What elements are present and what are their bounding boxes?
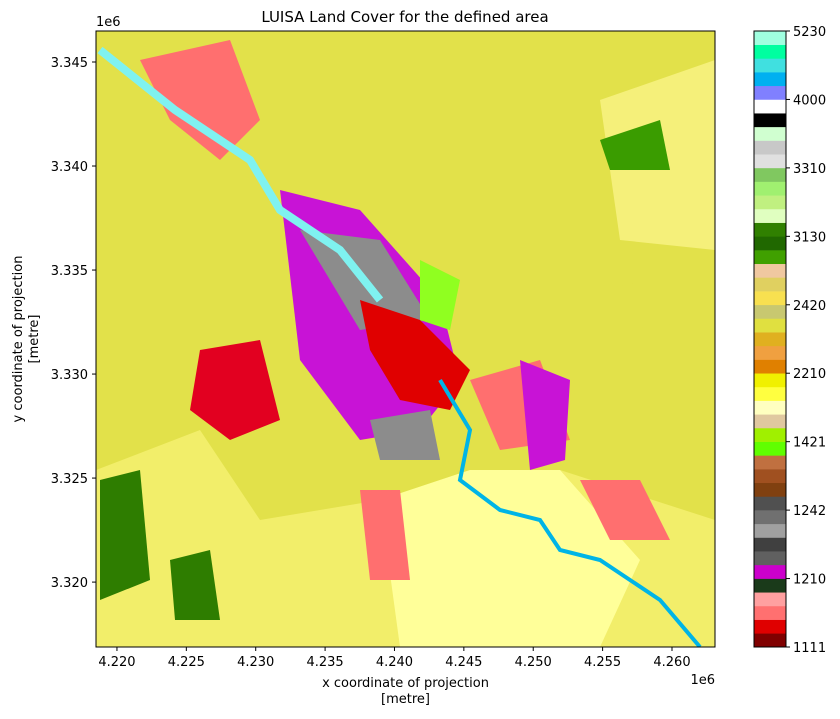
colorbar-swatch — [754, 154, 786, 169]
colorbar-swatch — [754, 605, 786, 620]
x-offset: 1e6 — [690, 673, 715, 688]
colorbar-tick-label: 2420 — [793, 299, 826, 314]
colorbar-swatch — [754, 373, 786, 388]
colorbar-swatch — [754, 236, 786, 251]
colorbar-tick-label: 1111 — [793, 641, 826, 656]
colorbar-swatch — [754, 564, 786, 579]
colorbar-swatch — [754, 551, 786, 566]
y-offset: 1e6 — [96, 15, 121, 30]
colorbar-swatch — [754, 222, 786, 237]
x-tick-label: 4.230 — [237, 655, 274, 670]
colorbar-swatch — [754, 414, 786, 429]
y-tick-label: 3.320 — [51, 576, 88, 591]
colorbar-tick-label: 2210 — [793, 367, 826, 382]
colorbar-swatch — [754, 592, 786, 607]
colorbar-swatch — [754, 181, 786, 196]
x-tick-label: 4.250 — [515, 655, 552, 670]
colorbar-swatch — [754, 304, 786, 319]
colorbar-swatch — [754, 537, 786, 552]
x-tick-label: 4.235 — [306, 655, 343, 670]
colorbar-swatch — [754, 58, 786, 73]
colorbar-swatch — [754, 277, 786, 292]
x-tick-label: 4.225 — [168, 655, 205, 670]
colorbar-swatch — [754, 99, 786, 114]
colorbar-swatch — [754, 619, 786, 634]
colorbar-swatch — [754, 140, 786, 155]
colorbar-swatch — [754, 250, 786, 265]
colorbar-swatch — [754, 578, 786, 593]
x-tick-label: 4.240 — [376, 655, 413, 670]
colorbar-swatch — [754, 469, 786, 484]
colorbar-swatch — [754, 359, 786, 374]
colorbar-swatch — [754, 31, 786, 45]
x-tick-label: 4.245 — [445, 655, 482, 670]
colorbar-tick-label: 4000 — [793, 93, 826, 108]
x-axis-label: x coordinate of projection [metre] — [322, 676, 489, 707]
colorbar-tick-label: 1421 — [793, 436, 826, 451]
colorbar-swatch — [754, 400, 786, 415]
y-tick-label: 3.340 — [51, 160, 88, 175]
colorbar-tick-label: 3130 — [793, 230, 826, 245]
y-tick-label: 3.345 — [51, 56, 88, 71]
x-tick-label: 4.255 — [584, 655, 621, 670]
plot-frame — [95, 30, 716, 648]
colorbar-swatch — [754, 441, 786, 456]
colorbar-swatch — [754, 455, 786, 470]
y-axis-label: y coordinate of projection[metre] — [11, 256, 42, 423]
x-tick-label: 4.260 — [653, 655, 690, 670]
colorbar-tick-label: 1210 — [793, 573, 826, 588]
colorbar-swatch — [754, 510, 786, 525]
colorbar-tick-label: 5230 — [793, 25, 826, 40]
colorbar-swatch — [754, 523, 786, 538]
y-tick-label: 3.325 — [51, 472, 88, 487]
colorbar-swatch — [754, 167, 786, 182]
colorbar-tick-label: 1242 — [793, 504, 826, 519]
colorbar-swatch — [754, 263, 786, 278]
colorbar-swatch — [754, 195, 786, 210]
colorbar-swatch — [754, 386, 786, 401]
x-tick-label: 4.220 — [98, 655, 135, 670]
colorbar-swatch — [754, 291, 786, 306]
colorbar-swatch — [754, 208, 786, 223]
colorbar-swatch — [754, 345, 786, 360]
colorbar-tick-label: 3310 — [793, 162, 826, 177]
colorbar-swatch — [754, 427, 786, 442]
colorbar-swatch — [754, 332, 786, 347]
raster — [96, 31, 715, 647]
y-tick-label: 3.335 — [51, 264, 88, 279]
colorbar-swatch — [754, 482, 786, 497]
chart-title: LUISA Land Cover for the defined area — [261, 8, 548, 26]
colorbar-swatch — [754, 496, 786, 511]
colorbar-swatch — [754, 72, 786, 87]
colorbar-swatch — [754, 44, 786, 59]
colorbar-frame — [753, 30, 787, 648]
colorbar-swatch — [754, 126, 786, 141]
y-tick-label: 3.330 — [51, 368, 88, 383]
colorbar-swatch — [754, 318, 786, 333]
colorbar-swatch — [754, 85, 786, 100]
colorbar-swatch — [754, 633, 786, 648]
colorbar-swatch — [754, 113, 786, 128]
